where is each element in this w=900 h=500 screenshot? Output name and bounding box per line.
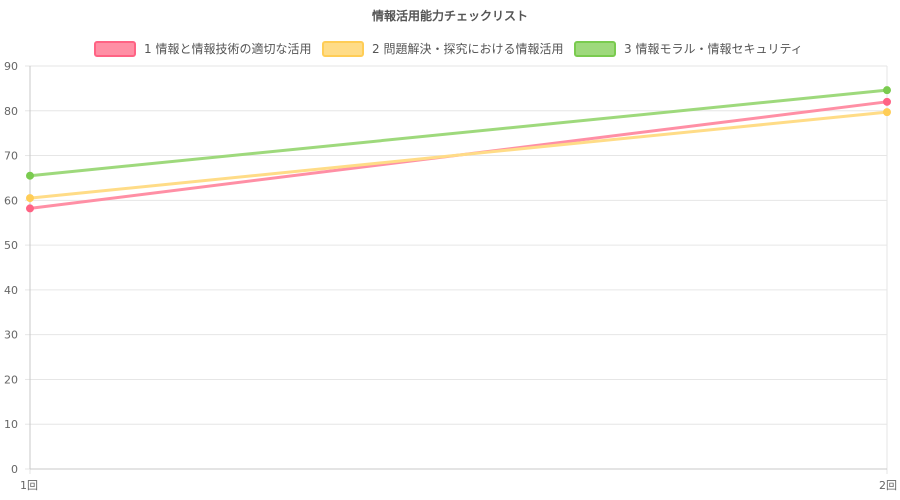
y-tick-label: 40 xyxy=(4,284,18,297)
y-tick-label: 70 xyxy=(4,150,18,163)
legend-swatch xyxy=(94,41,136,57)
y-tick-label: 0 xyxy=(11,463,18,476)
series-line xyxy=(29,110,888,200)
y-tick-label: 60 xyxy=(4,194,18,207)
y-axis: 0 10 20 30 40 50 60 70 80 90 xyxy=(4,60,31,476)
x-axis: 1回 2回 xyxy=(20,468,897,492)
legend-item-series-3[interactable]: 3 情報モラル・情報セキュリティ xyxy=(574,41,803,57)
chart-title: 情報活用能力チェックリスト xyxy=(372,8,528,23)
data-point[interactable] xyxy=(883,97,891,106)
legend-item-series-1[interactable]: 1 情報と情報技術の適切な活用 xyxy=(94,41,311,57)
y-tick-label: 20 xyxy=(4,373,18,386)
data-point[interactable] xyxy=(26,171,34,180)
legend-swatch xyxy=(322,41,364,57)
legend-swatch xyxy=(574,41,616,57)
gridlines xyxy=(30,65,888,469)
data-point[interactable] xyxy=(26,194,34,203)
series-lines xyxy=(26,86,891,213)
legend-label: 2 問題解決・探究における情報活用 xyxy=(372,41,563,56)
chart-legend: 1 情報と情報技術の適切な活用 2 問題解決・探究における情報活用 3 情報モラ… xyxy=(94,41,803,57)
y-tick-label: 10 xyxy=(4,418,18,431)
y-tick-label: 30 xyxy=(4,329,18,342)
legend-label: 1 情報と情報技術の適切な活用 xyxy=(144,41,311,56)
legend-label: 3 情報モラル・情報セキュリティ xyxy=(624,42,803,56)
y-tick-label: 50 xyxy=(4,239,18,252)
data-point[interactable] xyxy=(26,204,34,213)
data-point[interactable] xyxy=(883,86,891,95)
x-tick-label: 2回 xyxy=(879,479,897,492)
series-line xyxy=(29,88,888,178)
series-2 xyxy=(26,108,891,203)
series-3 xyxy=(26,86,891,180)
y-tick-label: 80 xyxy=(4,105,18,118)
x-tick-label: 1回 xyxy=(20,479,38,492)
y-tick-label: 90 xyxy=(4,60,18,73)
legend-item-series-2[interactable]: 2 問題解決・探究における情報活用 xyxy=(322,41,563,57)
data-point[interactable] xyxy=(883,108,891,117)
